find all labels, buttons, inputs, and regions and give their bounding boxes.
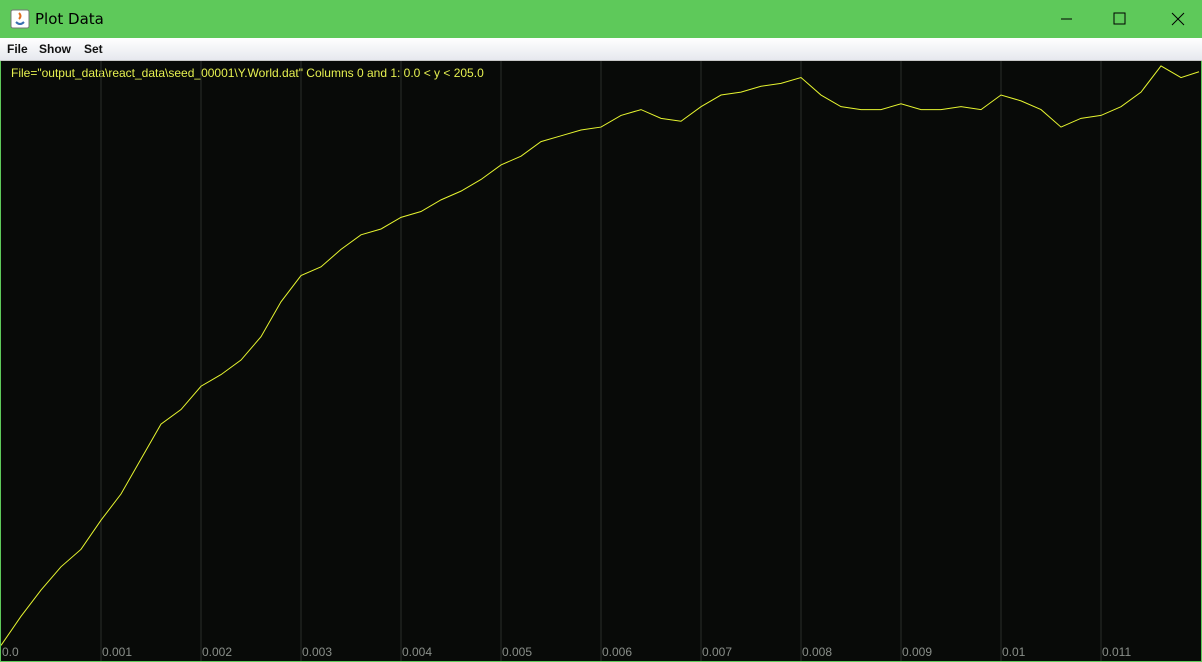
chart-title: File="output_data\react_data\seed_00001\… <box>11 66 484 80</box>
menu-item[interactable]: File <box>7 42 28 56</box>
chart: File="output_data\react_data\seed_00001\… <box>1 61 1201 661</box>
x-tick-label: 0.001 <box>102 645 132 659</box>
window-title: Plot Data <box>35 10 104 28</box>
title-bar: Plot Data <box>0 0 1202 38</box>
x-tick-label: 0.01 <box>1002 645 1026 659</box>
x-tick-label: 0.004 <box>402 645 432 659</box>
x-tick-label: 0.005 <box>502 645 532 659</box>
menu-item[interactable]: Set <box>84 42 103 56</box>
menu-item[interactable]: Show <box>39 42 71 56</box>
data-line <box>1 65 1200 646</box>
x-tick-label: 0.011 <box>1102 645 1131 659</box>
app-icon <box>10 9 30 29</box>
maximize-button[interactable] <box>1113 12 1126 25</box>
x-tick-label: 0.003 <box>302 645 332 659</box>
x-tick-label: 0.006 <box>602 645 632 659</box>
close-button[interactable] <box>1171 12 1185 26</box>
x-tick-label: 0.002 <box>202 645 232 659</box>
x-tick-label: 0.009 <box>902 645 932 659</box>
x-tick-label: 0.0 <box>2 645 19 659</box>
window-controls <box>1061 12 1185 26</box>
x-tick-label: 0.007 <box>702 645 732 659</box>
menu-bar: File Show Set <box>0 38 1202 61</box>
x-tick-label: 0.008 <box>802 645 832 659</box>
